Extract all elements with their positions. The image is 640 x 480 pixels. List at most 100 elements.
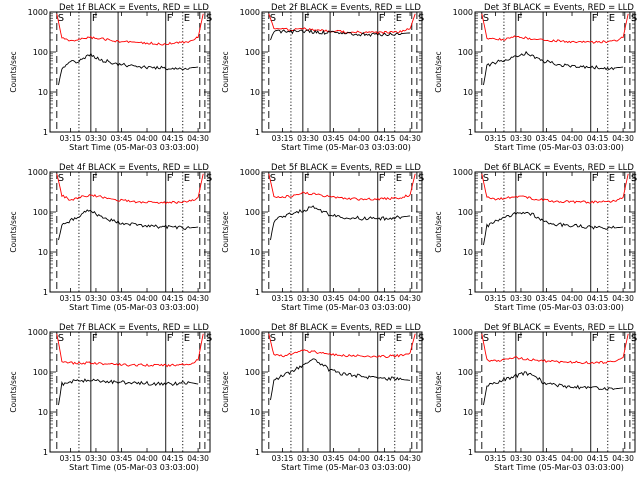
plot-frame bbox=[49, 171, 211, 293]
event-marker-label: F bbox=[379, 173, 385, 184]
plot-frame bbox=[474, 11, 636, 133]
x-tick-label: 03:30 bbox=[297, 134, 319, 143]
x-tick-label: 04:00 bbox=[348, 294, 370, 303]
x-tick-label: 03:45 bbox=[323, 294, 345, 303]
x-tick-label: 03:45 bbox=[323, 134, 345, 143]
lld-series-line bbox=[268, 13, 416, 35]
event-marker-label: F bbox=[517, 333, 523, 344]
events-series-line bbox=[483, 50, 624, 86]
x-axis-label: Start Time (05-Mar-03 03:03:00) bbox=[69, 303, 199, 312]
y-tick-label: 1000 bbox=[240, 328, 260, 337]
chart-panel: Det 7f BLACK = Events, RED = LLD Counts/s… bbox=[9, 323, 212, 472]
y-axis-label: Counts/sec bbox=[221, 371, 230, 412]
x-tick-label: 04:30 bbox=[399, 454, 421, 463]
event-marker-label: F bbox=[379, 333, 385, 344]
y-tick-label: 1 bbox=[468, 128, 473, 137]
x-tick-label: 03:15 bbox=[60, 134, 82, 143]
x-tick-label: 03:45 bbox=[536, 294, 558, 303]
y-tick-label: 1 bbox=[255, 128, 260, 137]
event-marker-label: F bbox=[92, 173, 98, 184]
event-marker-label: E bbox=[396, 333, 402, 344]
chart-panel: Det 6f BLACK = Events, RED = LLD Counts/s… bbox=[434, 163, 637, 312]
x-tick-label: 03:15 bbox=[60, 294, 82, 303]
x-tick-label: 03:30 bbox=[85, 134, 107, 143]
y-tick-label: 100 bbox=[458, 368, 473, 377]
x-tick-label: 04:30 bbox=[399, 134, 421, 143]
chart-panel: Det 5f BLACK = Events, RED = LLD Counts/s… bbox=[221, 163, 424, 312]
event-marker-label: F bbox=[304, 333, 310, 344]
events-series-line bbox=[483, 371, 624, 406]
x-tick-label: 03:15 bbox=[485, 454, 507, 463]
event-marker-label: F bbox=[92, 333, 98, 344]
x-axis-label: Start Time (05-Mar-03 03:03:00) bbox=[494, 143, 624, 152]
x-tick-label: 03:30 bbox=[85, 294, 107, 303]
event-marker-label: S bbox=[483, 13, 489, 24]
event-marker-label: E bbox=[609, 333, 615, 344]
chart-panel: Det 8f BLACK = Events, RED = LLD Counts/s… bbox=[221, 323, 424, 472]
y-tick-label: 1000 bbox=[453, 328, 473, 337]
x-tick-label: 03:15 bbox=[272, 454, 294, 463]
y-tick-label: 1 bbox=[468, 288, 473, 297]
y-tick-label: 1 bbox=[255, 288, 260, 297]
chart-title: Det 3f BLACK = Events, RED = LLD bbox=[484, 3, 634, 13]
event-marker-label: F bbox=[592, 333, 598, 344]
y-axis-label: Counts/sec bbox=[9, 211, 18, 252]
y-tick-label: 100 bbox=[245, 48, 260, 57]
event-marker-label: S bbox=[418, 13, 424, 24]
event-marker-label: S bbox=[206, 333, 212, 344]
event-marker-label: F bbox=[167, 173, 173, 184]
y-tick-label: 1 bbox=[255, 448, 260, 457]
y-tick-label: 1000 bbox=[28, 328, 48, 337]
lld-series-line bbox=[56, 333, 204, 368]
event-marker-label: F bbox=[517, 173, 523, 184]
chart-panel: Det 9f BLACK = Events, RED = LLD Counts/s… bbox=[434, 323, 637, 472]
y-tick-label: 1000 bbox=[28, 168, 48, 177]
x-axis-label: Start Time (05-Mar-03 03:03:00) bbox=[281, 143, 411, 152]
y-axis-label: Counts/sec bbox=[9, 51, 18, 92]
x-axis-label: Start Time (05-Mar-03 03:03:00) bbox=[281, 463, 411, 472]
x-tick-label: 03:30 bbox=[297, 294, 319, 303]
x-axis-label: Start Time (05-Mar-03 03:03:00) bbox=[494, 303, 624, 312]
event-marker-label: S bbox=[58, 173, 64, 184]
event-marker-label: F bbox=[379, 13, 385, 24]
x-tick-label: 04:15 bbox=[162, 134, 184, 143]
x-tick-label: 03:45 bbox=[111, 134, 133, 143]
event-marker-label: S bbox=[206, 13, 212, 24]
x-tick-label: 03:30 bbox=[510, 294, 532, 303]
lld-series-line bbox=[268, 333, 416, 358]
event-marker-label: S bbox=[270, 333, 276, 344]
plot-frame bbox=[261, 171, 423, 293]
event-marker-label: F bbox=[304, 173, 310, 184]
event-marker-label: E bbox=[396, 173, 402, 184]
chart-title: Det 8f BLACK = Events, RED = LLD bbox=[271, 323, 421, 333]
x-tick-label: 04:00 bbox=[561, 294, 583, 303]
event-marker-label: S bbox=[631, 13, 637, 24]
x-tick-label: 04:15 bbox=[587, 294, 609, 303]
events-series-line bbox=[270, 358, 411, 401]
event-marker-label: S bbox=[483, 173, 489, 184]
chart-panel: Det 1f BLACK = Events, RED = LLD Counts/s… bbox=[9, 3, 212, 152]
event-marker-label: E bbox=[396, 13, 402, 24]
x-tick-label: 04:15 bbox=[374, 454, 396, 463]
y-axis-label: Counts/sec bbox=[221, 211, 230, 252]
lld-series-line bbox=[481, 173, 629, 204]
events-series-line bbox=[270, 205, 411, 241]
events-series-line bbox=[58, 378, 199, 406]
y-tick-label: 1 bbox=[468, 448, 473, 457]
y-tick-label: 100 bbox=[245, 208, 260, 217]
y-tick-label: 1000 bbox=[240, 8, 260, 17]
x-tick-label: 03:30 bbox=[510, 454, 532, 463]
x-tick-label: 04:15 bbox=[162, 454, 184, 463]
y-tick-label: 100 bbox=[245, 368, 260, 377]
x-tick-label: 03:45 bbox=[536, 134, 558, 143]
y-axis-label: Counts/sec bbox=[9, 371, 18, 412]
chart-title: Det 4f BLACK = Events, RED = LLD bbox=[59, 163, 209, 173]
x-tick-label: 04:15 bbox=[587, 134, 609, 143]
x-tick-label: 03:15 bbox=[272, 134, 294, 143]
chart-title: Det 9f BLACK = Events, RED = LLD bbox=[484, 323, 634, 333]
event-marker-label: S bbox=[58, 333, 64, 344]
x-tick-label: 03:15 bbox=[272, 294, 294, 303]
x-tick-label: 03:45 bbox=[323, 454, 345, 463]
x-tick-label: 03:30 bbox=[297, 454, 319, 463]
